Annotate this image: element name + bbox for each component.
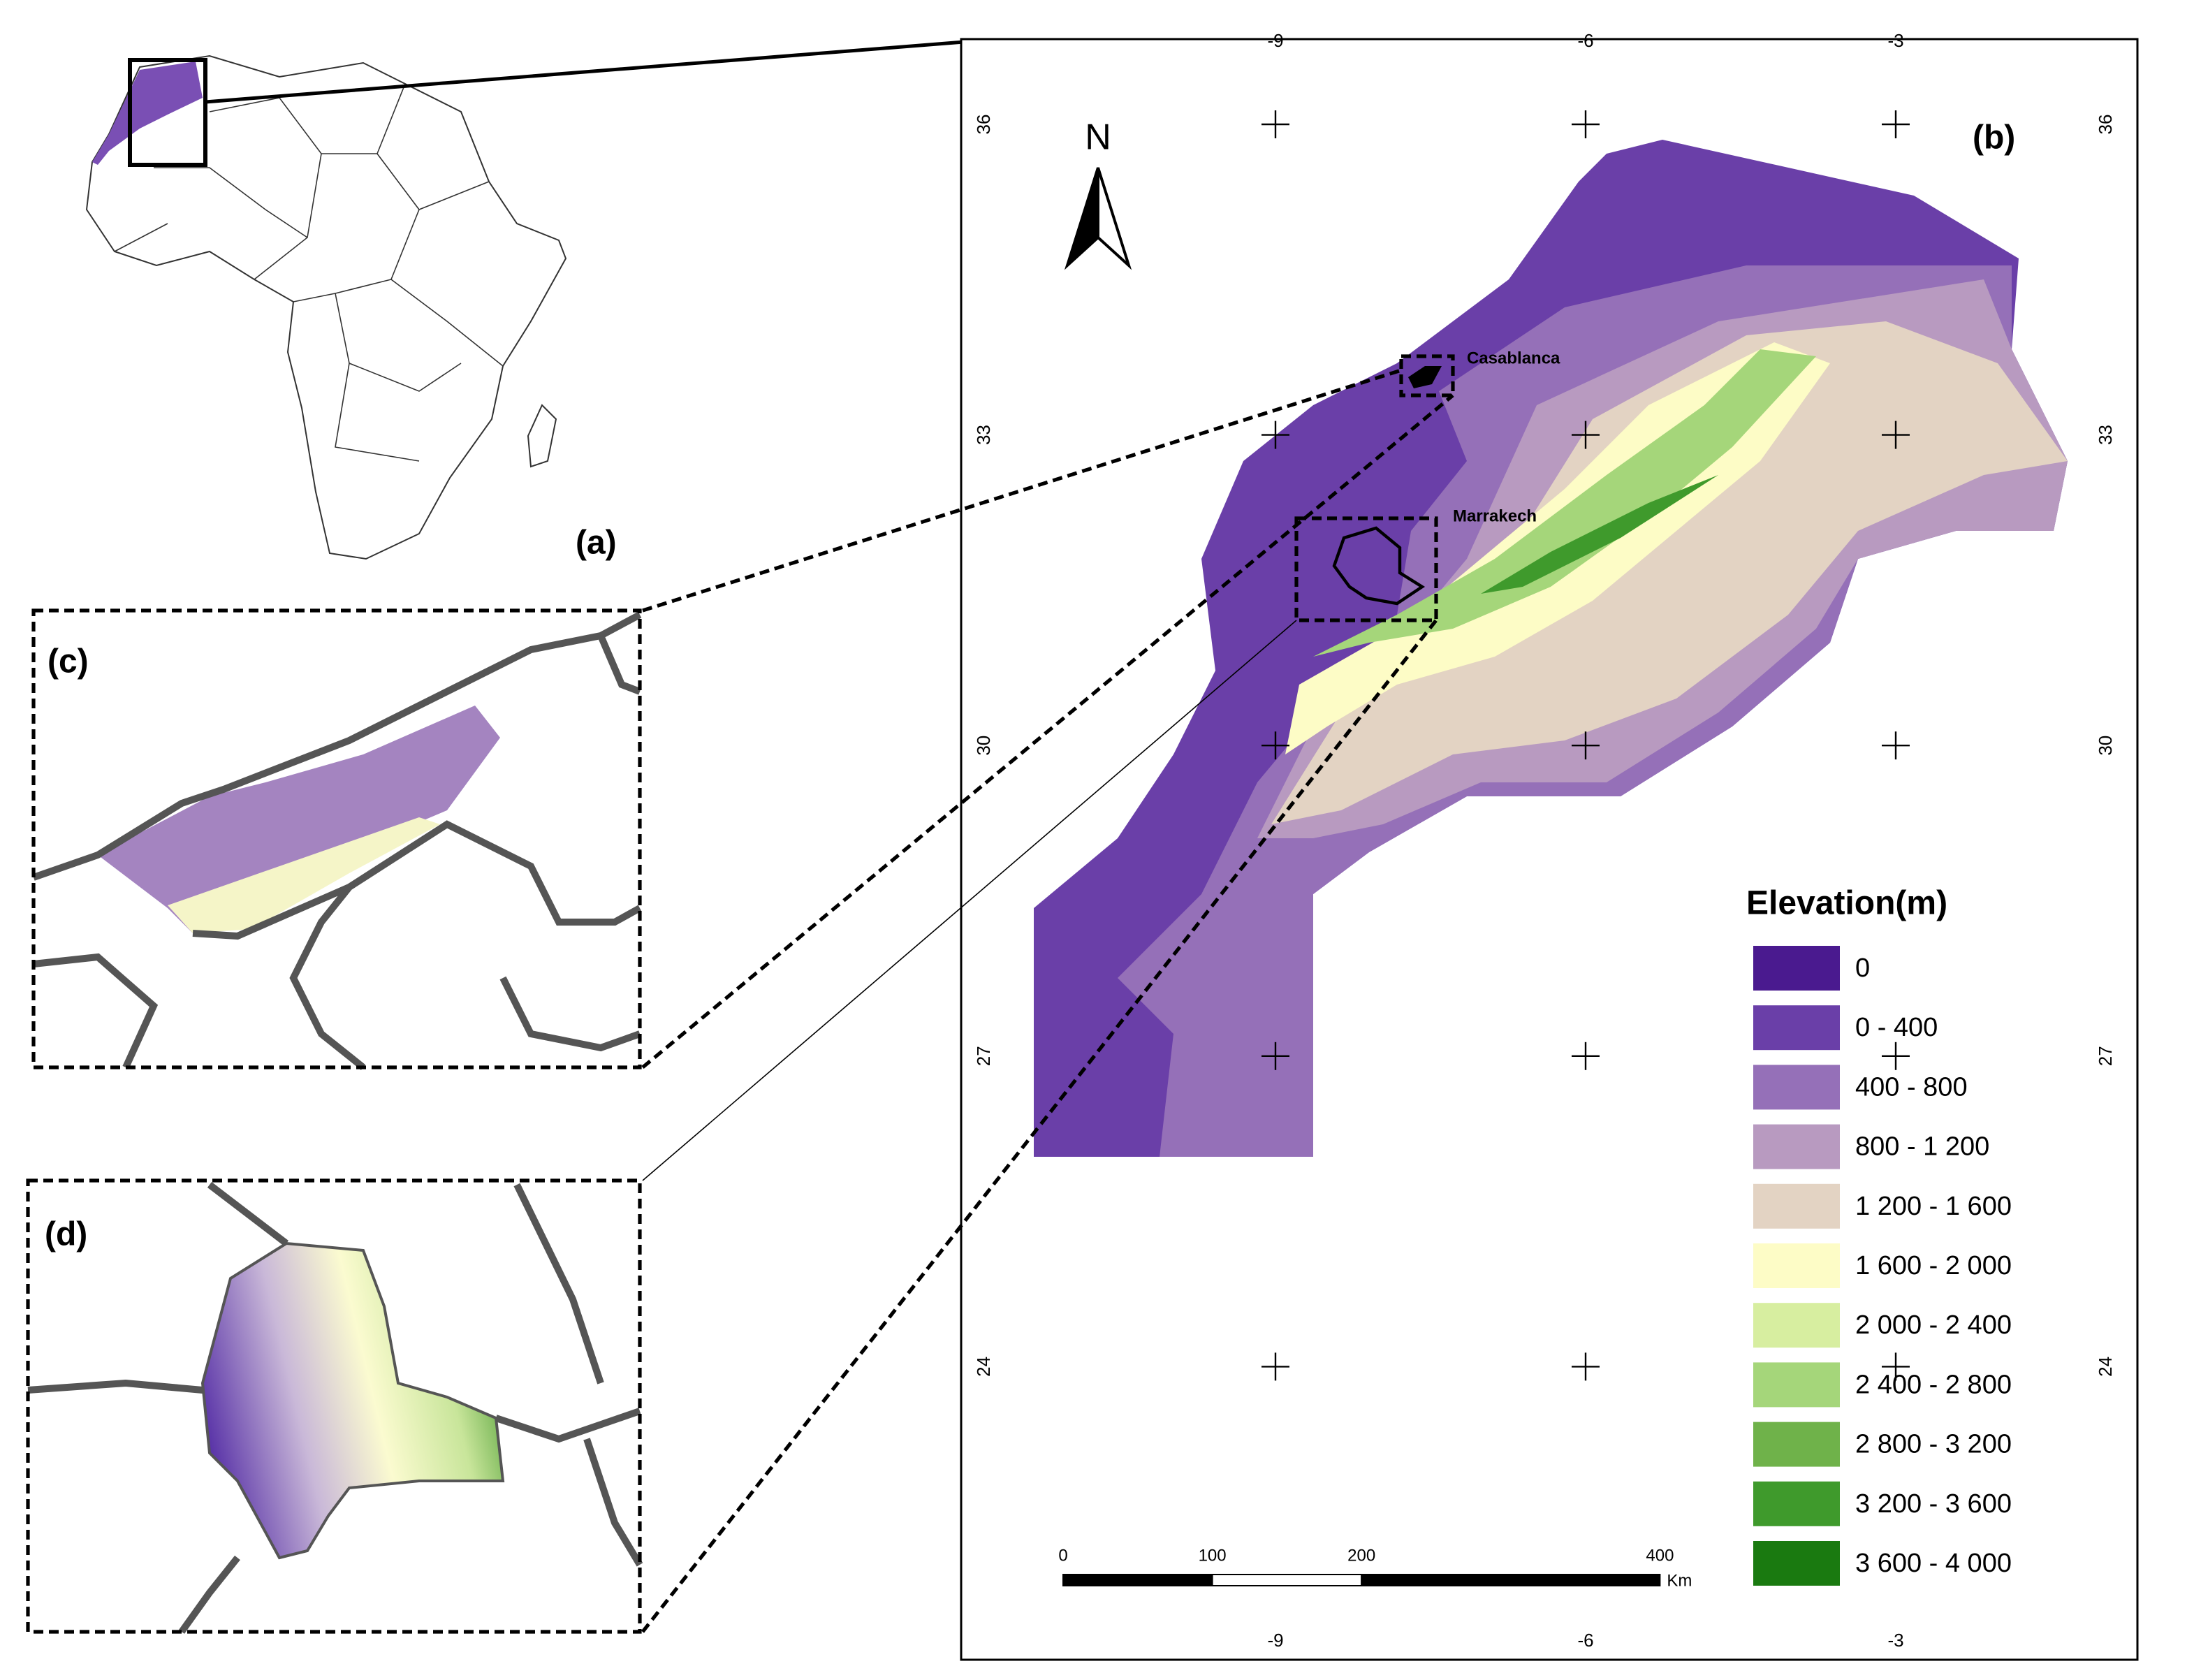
lat-tick-label: 24 [2095, 1357, 2116, 1377]
legend-swatch [1753, 946, 1840, 991]
scale-unit: Km [1667, 1571, 1692, 1590]
casablanca-box [1399, 354, 1455, 397]
lat-tick-label: 27 [973, 1046, 994, 1066]
legend-swatch [1753, 1422, 1840, 1467]
marrakech-box [1294, 516, 1438, 622]
legend-title: Elevation(m) [1746, 885, 1947, 922]
casablanca-region [1408, 366, 1442, 388]
legend-swatch [1753, 1362, 1840, 1408]
marrakech-elevation [200, 1241, 505, 1560]
lat-tick-label: 33 [2095, 425, 2116, 445]
city-label: Marrakech [1453, 506, 1537, 525]
scale-tick-label: 100 [1199, 1546, 1227, 1565]
panel-label: (d) [45, 1216, 87, 1253]
marrakech-region [1332, 526, 1426, 606]
lon-tick-label: -9 [1267, 1630, 1283, 1651]
legend-label: 2 000 - 2 400 [1855, 1310, 2012, 1340]
scale-segment [1211, 1574, 1363, 1586]
connector [642, 620, 1297, 1181]
madagascar [527, 404, 557, 468]
legend-label: 0 [1855, 954, 1870, 983]
legend-label: 400 - 800 [1855, 1072, 1968, 1102]
city-label: Casablanca [1467, 349, 1560, 367]
lat-tick-label: 27 [2095, 1046, 2116, 1066]
lon-tick-label: -3 [1887, 30, 1903, 51]
lon-tick-label: -6 [1577, 30, 1593, 51]
lon-tick-label: -6 [1577, 1630, 1593, 1651]
legend-swatch [1753, 1481, 1840, 1526]
legend-label: 1 600 - 2 000 [1855, 1251, 2012, 1280]
lat-tick-label: 36 [2095, 115, 2116, 135]
legend-swatch [1753, 1183, 1840, 1229]
lat-tick-label: 30 [2095, 736, 2116, 756]
legend-swatch [1753, 1124, 1840, 1169]
lat-tick-label: 30 [973, 736, 994, 756]
legend-swatch [1753, 1303, 1840, 1348]
panel-label: (c) [47, 643, 89, 680]
legend-swatch [1753, 1243, 1840, 1288]
scale-tick-label: 200 [1347, 1546, 1375, 1565]
legend-label: 3 200 - 3 600 [1855, 1489, 2012, 1519]
elevation-2800-4000 [1481, 475, 1718, 594]
connector [641, 393, 1454, 1069]
connectors [641, 368, 1454, 1633]
legend-label: 3 600 - 4 000 [1855, 1549, 2012, 1578]
locator-box [128, 58, 207, 167]
casablanca-purple [98, 706, 500, 933]
legend-swatch [1753, 1005, 1840, 1051]
locator-line [205, 40, 965, 104]
admin-borders [32, 611, 642, 1070]
scale-segment [1062, 1574, 1213, 1586]
scale-tick-label: 0 [1058, 1546, 1067, 1565]
morocco-small [92, 61, 203, 165]
lat-tick-label: 24 [973, 1357, 994, 1377]
scale-tick-label: 400 [1646, 1546, 1674, 1565]
panel-a: (a) [85, 40, 965, 562]
legend-label: 2 800 - 3 200 [1855, 1430, 2012, 1459]
admin-borders [27, 1182, 643, 1634]
legend-swatch [1753, 1065, 1840, 1110]
legend-swatch [1753, 1541, 1840, 1586]
panel-label: (b) [1973, 119, 2015, 156]
legend-label: 0 - 400 [1855, 1013, 1938, 1042]
country-borders [114, 83, 504, 462]
north-label: N [1085, 117, 1111, 158]
elevation-2000-2800 [1313, 349, 1816, 657]
legend-label: 1 200 - 1 600 [1855, 1192, 2012, 1221]
lon-tick-label: -3 [1887, 1630, 1903, 1651]
scale-segment [1361, 1574, 1661, 1586]
panel-c: (c) [31, 608, 642, 1070]
panel-label: (a) [576, 525, 617, 562]
legend-label: 2 400 - 2 800 [1855, 1370, 2012, 1399]
elevation-1200-1600 [1271, 321, 2068, 824]
legend-label: 800 - 1 200 [1855, 1132, 1989, 1162]
panel-d: (d) [26, 1178, 643, 1634]
lat-tick-label: 36 [973, 115, 994, 135]
connector [642, 368, 1402, 613]
generated: -9 -9 -6 -6 -3 -3 36 36 33 33 30 30 27 27 24 24 Elevatio… [973, 30, 2116, 1651]
lon-tick-label: -9 [1267, 30, 1283, 51]
panel-c-frame [31, 608, 642, 1069]
casablanca-yellow [168, 817, 440, 933]
africa-outline [85, 54, 567, 560]
panel-b: Casablanca Marrakech N (b) [960, 38, 2139, 1661]
lat-tick-label: 33 [973, 425, 994, 445]
panel-d-frame [26, 1178, 642, 1634]
north-arrow-shade [1064, 167, 1099, 270]
